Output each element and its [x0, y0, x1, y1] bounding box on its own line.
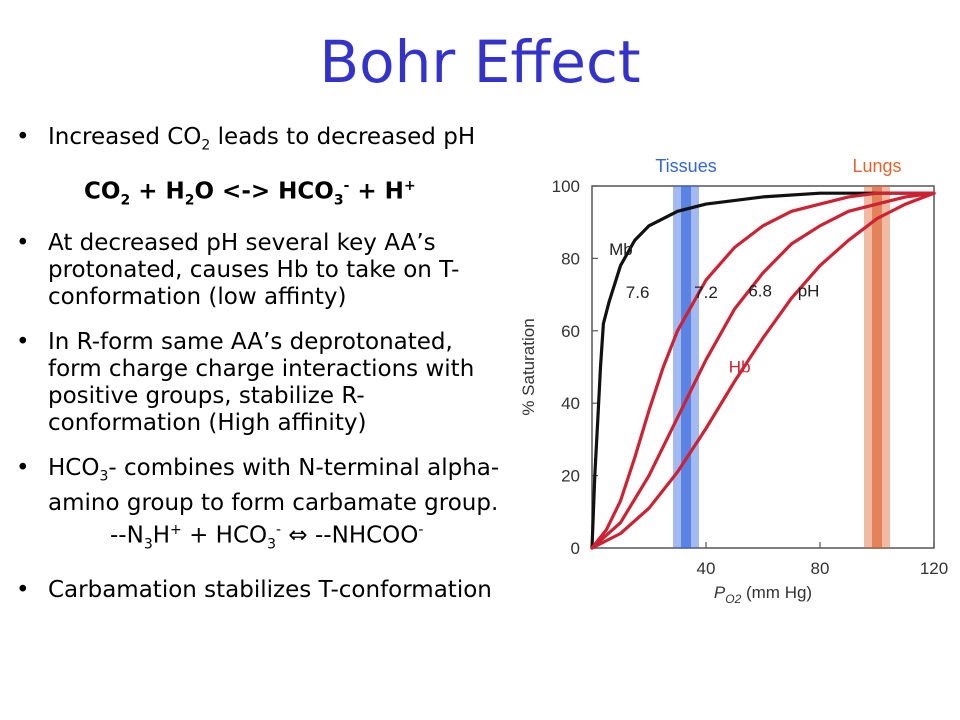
bullet-protonation-text: At decreased pH several key AA’s protona…	[48, 229, 460, 310]
eq1-h-sup: +	[403, 177, 416, 194]
label-ph-7-6: 7.6	[626, 283, 650, 302]
bullet-co2-pre: Increased CO	[48, 124, 202, 150]
eq2-a: --N	[110, 523, 144, 550]
bullet-co2-sub: 2	[201, 137, 211, 154]
eq1-co-sub: 2	[120, 191, 131, 208]
band-core-tissues	[681, 186, 692, 548]
eq1-h: + H	[349, 178, 404, 205]
double-arrow-icon: ⇔	[281, 523, 316, 550]
series-line-7-2	[590, 191, 936, 550]
bullet-dot: •	[16, 124, 30, 150]
eq1-h2o-b: O <-> HCO	[194, 178, 334, 205]
series-line-mb	[590, 191, 936, 550]
eq2-b-sup: +	[170, 522, 182, 539]
label-ph-7-2: 7.2	[694, 283, 718, 302]
bullet-protonation: • At decreased pH several key AA’s proto…	[12, 230, 512, 311]
bullet-co2-post: leads to decreased pH	[210, 124, 476, 150]
bullet-dot: •	[16, 576, 30, 603]
bullet-carbamation-text: Carbamation stabilizes T-conformation	[48, 576, 492, 603]
bullet-dot: •	[16, 229, 30, 256]
bullet-hco3: • HCO3- combines with N-terminal alpha-a…	[12, 455, 512, 559]
eq2-c-sub: 3	[267, 536, 277, 553]
eq1-hco-sub: 3	[333, 191, 344, 208]
oxygen-saturation-chart: Tissues Lungs 0 20 40 60 80 100 40 80 120 % Saturat…	[508, 150, 952, 614]
eq2-c-sup: -	[276, 522, 282, 539]
label-mb: Mb	[609, 240, 633, 259]
bullet-r-form-text: In R-form same AA’s deprotonated, form c…	[48, 328, 475, 436]
eq2-b: H	[152, 523, 171, 550]
band-label-tissues: Tissues	[655, 156, 716, 176]
bullet-hco3-pre: HCO	[48, 454, 100, 481]
eq2-a-sub: 3	[143, 536, 153, 553]
band-core-lungs	[872, 186, 882, 548]
bullet-hco3-sub: 3	[99, 468, 109, 485]
series-line-6-8	[590, 191, 936, 550]
eq1-hco-sup: -	[343, 177, 350, 194]
series-line-7-6	[590, 191, 936, 550]
y-tick-label: 40	[561, 394, 580, 413]
x-tick-label: 80	[811, 559, 830, 578]
eq1-h2o-a: + H	[130, 178, 185, 205]
y-tick-label: 100	[552, 177, 580, 196]
y-tick-label: 60	[561, 322, 580, 341]
label-ph-6-8: 6.8	[748, 281, 772, 300]
y-tick-label: 80	[561, 249, 580, 268]
bullet-hco3-post: - combines with N-terminal alpha-amino g…	[48, 454, 500, 517]
x-axis-label: PO2 (mm Hg)	[714, 583, 812, 606]
slide-title: Bohr Effect	[319, 28, 641, 96]
label-ph: pH	[798, 281, 820, 300]
y-axis-label: % Saturation	[519, 318, 538, 415]
y-tick-label: 0	[571, 539, 580, 558]
label-hb: Hb	[729, 357, 751, 376]
eq2-c: + HCO	[181, 523, 268, 550]
x-tick-label: 40	[697, 559, 716, 578]
bullet-dot: •	[16, 454, 30, 481]
y-tick-label: 20	[561, 467, 580, 486]
chart-svg: Tissues Lungs 0 20 40 60 80 100 40 80 120 % Saturat…	[519, 156, 948, 606]
eq2-d-sup: -	[418, 522, 424, 539]
eq1-h2o-sub: 2	[184, 191, 195, 208]
band-label-lungs: Lungs	[852, 156, 901, 176]
bullet-carbamation: • Carbamation stabilizes T-conformation	[12, 577, 512, 604]
bullet-dot: •	[16, 328, 30, 355]
bullet-list: • Increased CO2 leads to decreased pH CO…	[12, 124, 512, 622]
bullet-co2: • Increased CO2 leads to decreased pH	[12, 124, 512, 160]
eq1-co: CO	[84, 178, 121, 205]
x-tick-label: 120	[920, 559, 948, 578]
bullet-r-form: • In R-form same AA’s deprotonated, form…	[12, 329, 512, 437]
eq2-d: --NHCOO	[315, 523, 419, 550]
equation-carbamate: --N3H+ + HCO3- ⇔ --NHCOO-	[48, 517, 512, 558]
equation-bicarbonate: CO2 + H2O <-> HCO3- + H+	[12, 172, 512, 214]
